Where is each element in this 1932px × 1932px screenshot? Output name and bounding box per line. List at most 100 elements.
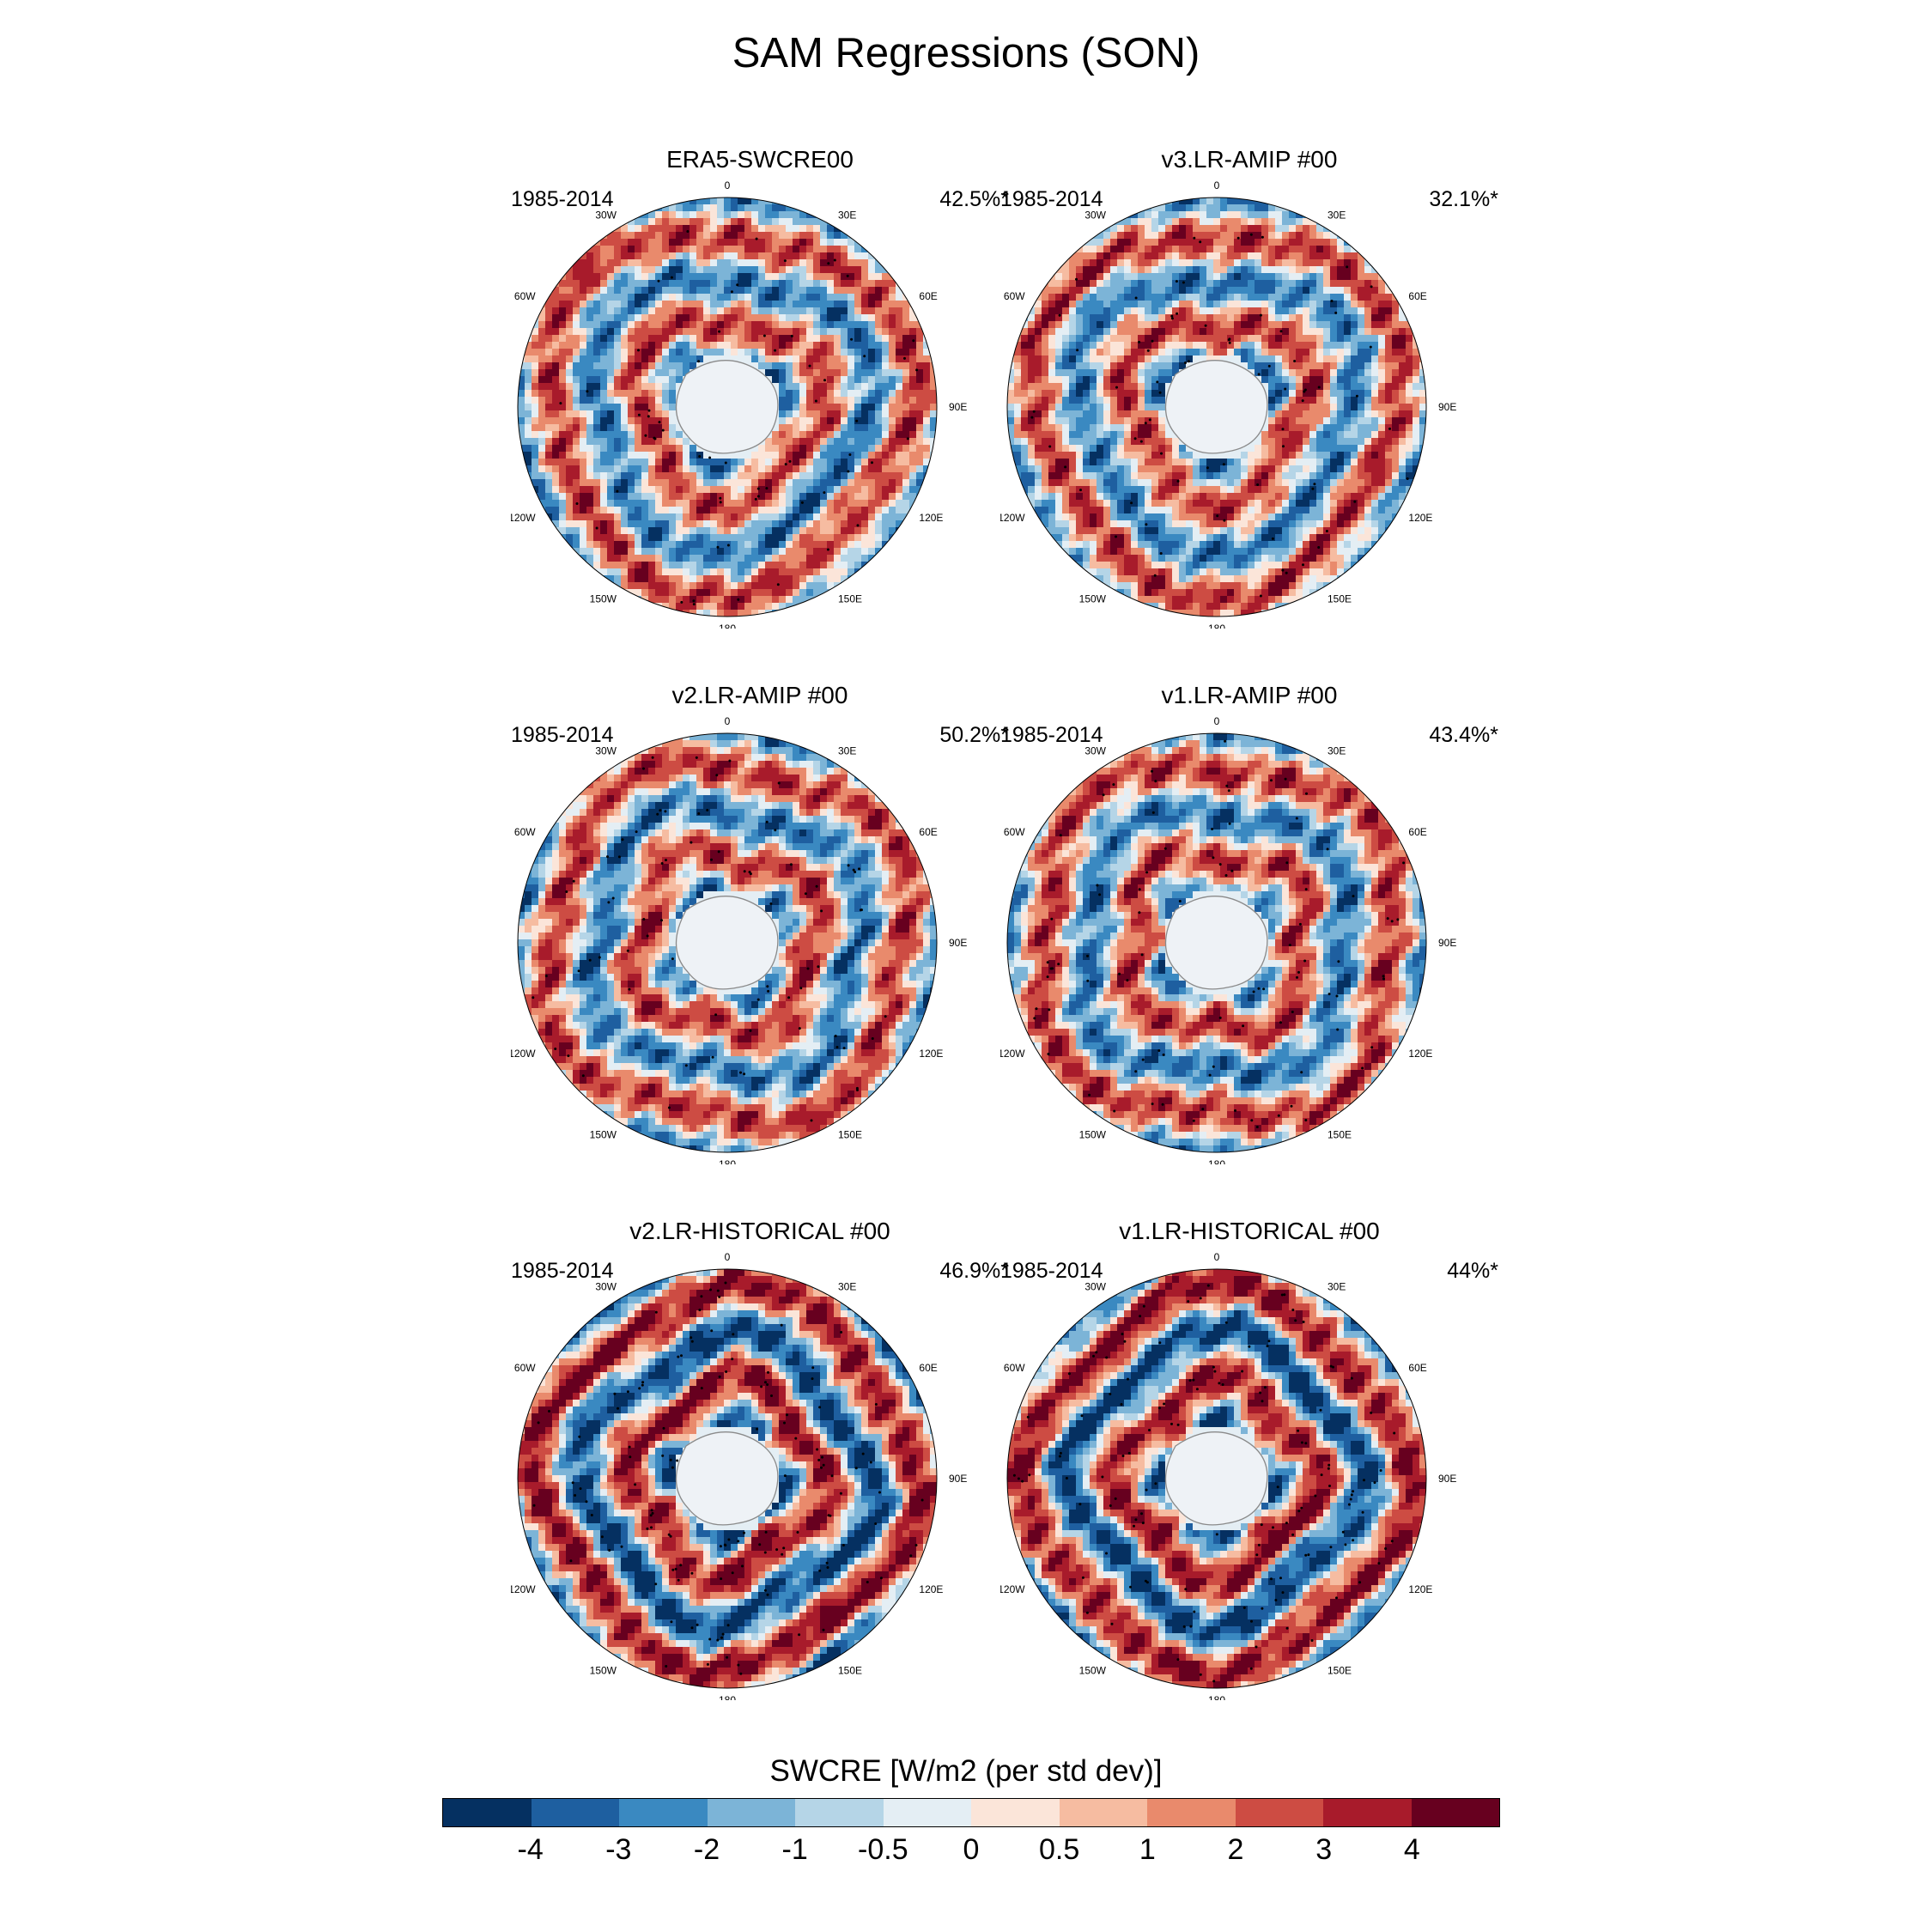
field-cell bbox=[532, 328, 539, 336]
field-cell bbox=[566, 225, 574, 233]
field-cell bbox=[793, 596, 800, 604]
field-cell bbox=[902, 534, 910, 542]
field-cell bbox=[820, 513, 828, 521]
field-cell bbox=[1261, 246, 1269, 253]
field-cell bbox=[882, 575, 890, 583]
field-cell bbox=[868, 335, 876, 343]
field-cell bbox=[1090, 314, 1097, 322]
field-cell bbox=[868, 472, 876, 480]
field-cell bbox=[1303, 280, 1310, 288]
field-cell bbox=[1309, 301, 1317, 308]
field-cell bbox=[1076, 259, 1084, 267]
field-cell bbox=[930, 424, 937, 432]
field-cell bbox=[538, 349, 546, 356]
field-cell bbox=[882, 280, 890, 288]
field-cell bbox=[1206, 259, 1214, 267]
field-cell bbox=[586, 424, 594, 432]
field-cell bbox=[1186, 218, 1194, 226]
field-cell bbox=[1234, 287, 1242, 295]
field-cell bbox=[683, 218, 690, 226]
field-cell bbox=[916, 527, 924, 535]
field-cell bbox=[744, 301, 752, 308]
field-cell bbox=[1268, 294, 1276, 301]
field-cell bbox=[1220, 232, 1228, 240]
field-cell bbox=[834, 610, 841, 617]
field-cell bbox=[813, 369, 821, 377]
field-cell bbox=[813, 431, 821, 439]
field-cell bbox=[1151, 294, 1159, 301]
field-cell bbox=[1344, 246, 1352, 253]
field-cell bbox=[676, 301, 683, 308]
field-cell bbox=[566, 445, 574, 453]
field-cell bbox=[820, 603, 828, 611]
field-cell bbox=[600, 280, 608, 288]
field-cell bbox=[1227, 204, 1235, 212]
field-cell bbox=[614, 610, 622, 617]
field-cell bbox=[724, 534, 732, 542]
field-cell bbox=[1268, 211, 1276, 219]
field-cell bbox=[1227, 280, 1235, 288]
field-cell bbox=[806, 548, 814, 556]
field-cell bbox=[724, 452, 732, 459]
field-cell bbox=[710, 211, 718, 219]
field-cell bbox=[573, 417, 580, 425]
field-cell bbox=[525, 321, 532, 329]
field-cell bbox=[896, 204, 903, 212]
field-cell bbox=[854, 273, 862, 281]
field-cell bbox=[724, 246, 732, 253]
field-cell bbox=[683, 349, 690, 356]
field-cell bbox=[758, 280, 766, 288]
field-cell bbox=[889, 534, 896, 542]
field-cell bbox=[532, 548, 539, 556]
field-cell bbox=[538, 486, 546, 494]
field-cell bbox=[799, 362, 807, 370]
field-cell bbox=[1234, 225, 1242, 233]
field-cell bbox=[655, 465, 663, 473]
field-cell bbox=[813, 204, 821, 212]
field-cell bbox=[600, 404, 608, 411]
field-cell bbox=[786, 513, 793, 521]
field-cell bbox=[1371, 218, 1379, 226]
field-cell bbox=[1165, 287, 1173, 295]
field-cell bbox=[765, 307, 773, 315]
field-cell bbox=[772, 596, 780, 604]
field-cell bbox=[1138, 314, 1145, 322]
field-cell bbox=[799, 431, 807, 439]
field-cell bbox=[662, 335, 670, 343]
field-cell bbox=[600, 610, 608, 617]
field-cell bbox=[566, 548, 574, 556]
field-cell bbox=[586, 479, 594, 487]
field-cell bbox=[902, 472, 910, 480]
field-cell bbox=[834, 404, 841, 411]
field-cell bbox=[1330, 232, 1338, 240]
field-cell bbox=[566, 465, 574, 473]
field-cell bbox=[641, 520, 649, 528]
field-cell bbox=[786, 280, 793, 288]
field-cell bbox=[683, 452, 690, 459]
field-cell bbox=[751, 452, 759, 459]
field-cell bbox=[1316, 280, 1324, 288]
field-cell bbox=[635, 431, 642, 439]
field-cell bbox=[662, 314, 670, 322]
field-cell bbox=[1117, 225, 1125, 233]
field-cell bbox=[1371, 287, 1379, 295]
field-cell bbox=[717, 555, 725, 562]
field-cell bbox=[827, 390, 835, 398]
field-cell bbox=[621, 610, 629, 617]
field-cell bbox=[1048, 259, 1056, 267]
field-cell bbox=[813, 328, 821, 336]
field-cell bbox=[799, 472, 807, 480]
field-cell bbox=[799, 252, 807, 260]
field-cell bbox=[827, 376, 835, 384]
field-cell bbox=[1309, 225, 1317, 233]
field-cell bbox=[902, 307, 910, 315]
field-cell bbox=[813, 534, 821, 542]
field-cell bbox=[703, 610, 711, 617]
field-cell bbox=[875, 259, 883, 267]
field-cell bbox=[799, 486, 807, 494]
field-cell bbox=[1062, 218, 1070, 226]
field-cell bbox=[772, 589, 780, 597]
field-cell bbox=[1282, 273, 1290, 281]
field-cell bbox=[621, 335, 629, 343]
field-cell bbox=[724, 555, 732, 562]
